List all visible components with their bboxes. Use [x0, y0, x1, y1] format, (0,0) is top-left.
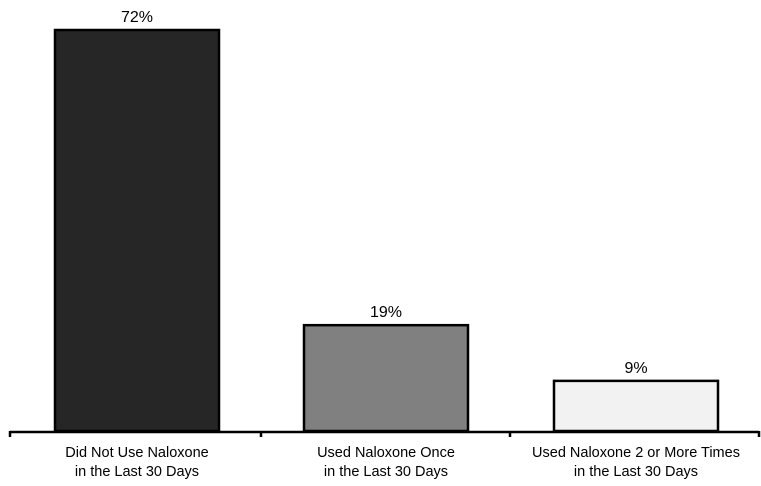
category-label-1-line-2: in the Last 30 Days [75, 464, 199, 480]
bar-3 [552, 379, 720, 433]
value-label-1: 72% [121, 9, 153, 26]
bars-group [53, 28, 720, 433]
category-label-3: Used Naloxone 2 or More Times in the Last… [532, 445, 740, 480]
category-label-2-line-2: in the Last 30 Days [324, 464, 448, 480]
category-label-3-line-2: in the Last 30 Days [574, 464, 698, 480]
category-label-2-line-1: Used Naloxone Once [317, 445, 455, 461]
x-axis-ticks [8, 431, 761, 437]
value-label-2: 19% [370, 304, 402, 321]
value-label-3: 9% [624, 360, 647, 377]
bar-1 [53, 28, 221, 433]
bar-2 [302, 323, 470, 433]
category-label-2: Used Naloxone Once in the Last 30 Days [317, 445, 455, 480]
category-label-1: Did Not Use Naloxone in the Last 30 Days [65, 445, 208, 480]
category-label-1-line-1: Did Not Use Naloxone [65, 445, 208, 461]
value-labels-group: 72% 19% 9% [121, 9, 648, 377]
category-label-3-line-1: Used Naloxone 2 or More Times [532, 445, 740, 461]
category-labels-group: Did Not Use Naloxone in the Last 30 DaysU… [65, 445, 740, 480]
